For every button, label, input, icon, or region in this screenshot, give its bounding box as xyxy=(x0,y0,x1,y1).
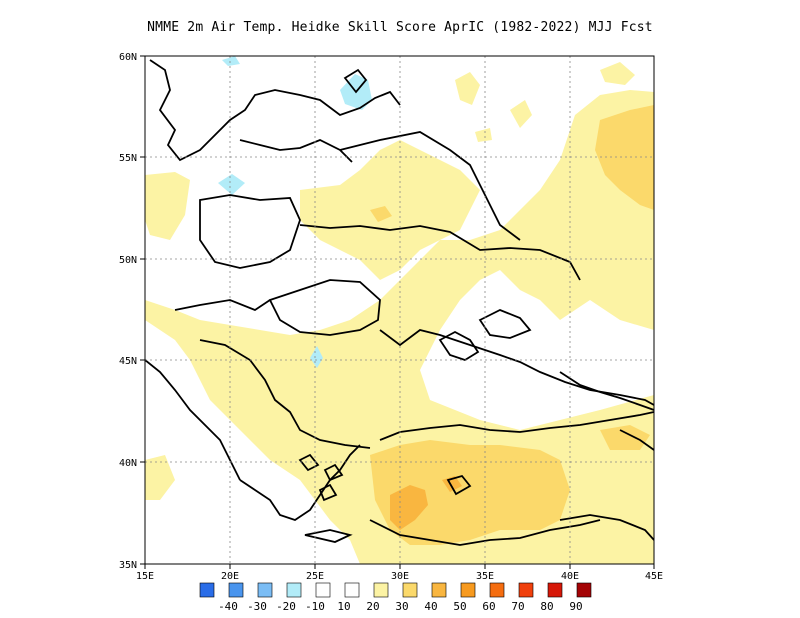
colorbar-box xyxy=(228,582,244,598)
fill-region-east xyxy=(145,90,654,564)
colorbar-box xyxy=(315,582,331,598)
coastline-black-sea xyxy=(379,329,654,406)
lat-label: 40N xyxy=(119,458,137,469)
lon-label: 15E xyxy=(136,571,154,582)
lat-label: 60N xyxy=(119,52,137,63)
border-hungary xyxy=(174,299,271,312)
colorbar-box xyxy=(518,582,534,598)
colorbar-box xyxy=(402,582,418,598)
colorbar-box xyxy=(199,582,215,598)
border-lakes xyxy=(343,68,368,94)
lon-label: 20E xyxy=(221,571,239,582)
skill-fill-layer xyxy=(145,56,654,564)
map-title: NMME 2m Air Temp. Heidke Skill Score Apr… xyxy=(147,20,653,35)
border-belarus-ukraine xyxy=(299,224,581,281)
colorbar-box xyxy=(431,582,447,598)
colorbar-label: 70 xyxy=(511,600,524,613)
border-romania xyxy=(268,279,381,336)
colorbar-box xyxy=(344,582,360,598)
colorbar-box xyxy=(547,582,563,598)
fill-region-caucasus-orange xyxy=(600,425,650,450)
colorbar-box xyxy=(576,582,592,598)
fill-region-north-orange xyxy=(370,206,392,222)
colorbar-label: 60 xyxy=(482,600,495,613)
fill-region-east-orange xyxy=(595,105,654,210)
colorbar-label: 10 xyxy=(337,600,350,613)
fill-region-blue-3 xyxy=(310,346,323,368)
border-balkans xyxy=(199,339,371,449)
coastline-aegean-islands xyxy=(298,453,344,502)
fill-region-north-2 xyxy=(455,72,480,105)
tick-marks xyxy=(140,55,655,569)
coastline-black-sea-south xyxy=(379,411,654,441)
fill-region-west xyxy=(145,172,190,240)
colorbar-label: -20 xyxy=(276,600,296,613)
fill-region-anatolia-dark xyxy=(390,485,428,530)
fill-region-central xyxy=(300,140,480,280)
colorbar-label: 30 xyxy=(395,600,408,613)
fill-region-north-4 xyxy=(475,128,492,142)
colorbar-box xyxy=(257,582,273,598)
border-east xyxy=(619,429,654,451)
lon-label: 40E xyxy=(561,571,579,582)
coastline-baltic xyxy=(239,139,353,163)
lon-label: 45E xyxy=(645,571,663,582)
lat-label: 35N xyxy=(119,560,137,571)
lon-label: 35E xyxy=(476,571,494,582)
colorbar-label: -30 xyxy=(247,600,267,613)
coastline-layer xyxy=(145,59,654,546)
lat-label: 55N xyxy=(119,153,137,164)
colorbar-box xyxy=(286,582,302,598)
border-poland xyxy=(199,194,301,269)
colorbar-box xyxy=(460,582,476,598)
fill-region-blue-2 xyxy=(218,174,245,195)
fill-region-blue-4 xyxy=(222,56,240,66)
coastline-greece xyxy=(239,444,361,521)
colorbar: -40 -30 -20 -10 10 20 30 40 50 60 70 80 … xyxy=(199,582,592,613)
coastline-crete xyxy=(304,529,353,543)
fill-region-north-1 xyxy=(600,62,635,85)
fill-region-west-2 xyxy=(145,455,175,500)
border-caucasus xyxy=(559,371,654,411)
lon-label: 30E xyxy=(391,571,409,582)
longitude-labels: 15E 20E 25E 30E 35E 40E 45E xyxy=(136,571,663,582)
colorbar-label: 40 xyxy=(424,600,437,613)
coastline-cyprus xyxy=(446,474,472,496)
colorbar-box xyxy=(489,582,505,598)
colorbar-label: 80 xyxy=(540,600,553,613)
lat-label: 45N xyxy=(119,356,137,367)
colorbar-box xyxy=(373,582,389,598)
lon-label: 25E xyxy=(306,571,324,582)
colorbar-label: 20 xyxy=(366,600,379,613)
latitude-labels: 60N 55N 50N 45N 40N 35N xyxy=(119,52,137,571)
lat-label: 50N xyxy=(119,255,137,266)
colorbar-label: 90 xyxy=(569,600,582,613)
fill-region-sea-orange xyxy=(500,455,528,478)
coastline-crimea xyxy=(438,330,480,361)
border-russia xyxy=(339,131,521,241)
border-syria xyxy=(559,514,654,541)
colorbar-label: -10 xyxy=(305,600,325,613)
colorbar-label: 50 xyxy=(453,600,466,613)
coastline-azov xyxy=(478,309,532,339)
coastline-scandinavia xyxy=(149,59,401,162)
fill-region-north-3 xyxy=(510,100,532,128)
coastline-adriatic xyxy=(145,359,241,481)
colorbar-label: -40 xyxy=(218,600,238,613)
